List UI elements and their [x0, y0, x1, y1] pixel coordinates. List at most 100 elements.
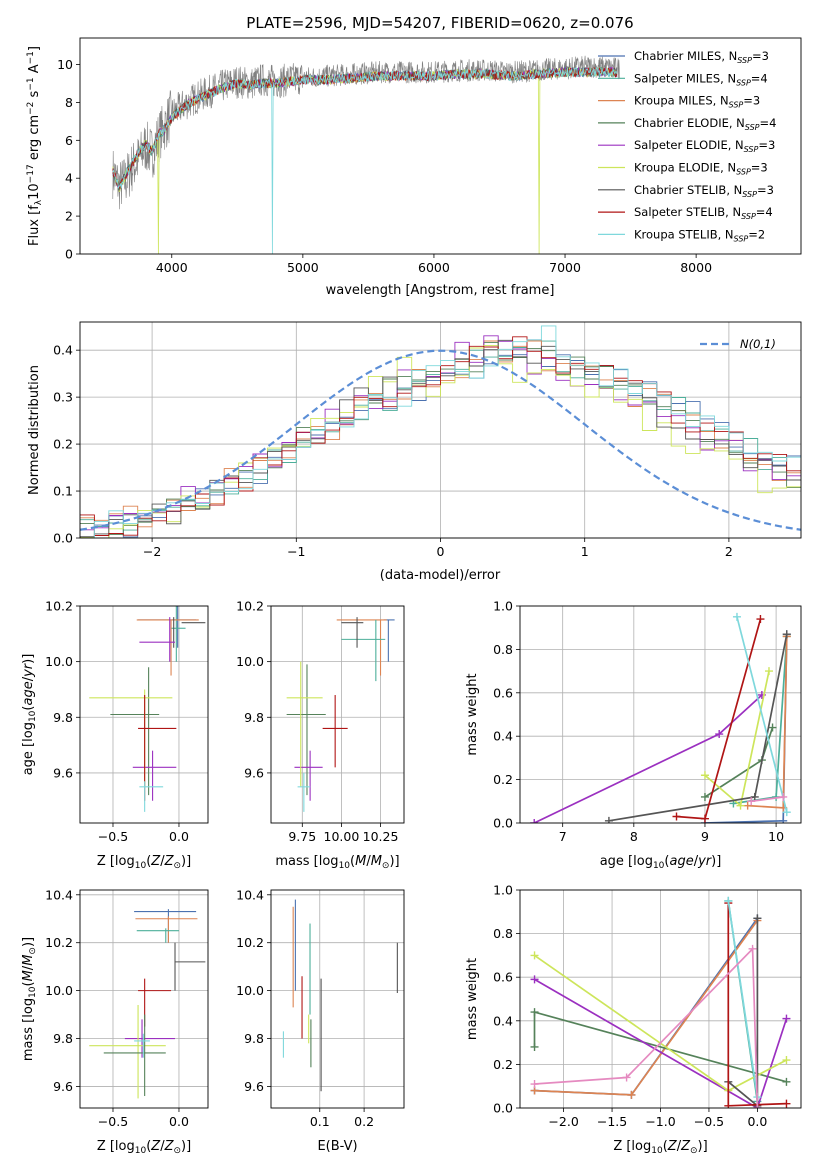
y-axis-label: Normed distribution: [27, 365, 42, 495]
weight-marker: [530, 951, 539, 960]
weight-marker: [530, 819, 539, 823]
model-spectrum: [112, 66, 618, 190]
weight-marker: [604, 816, 613, 823]
x-tick-label: 9: [701, 829, 709, 844]
x-axis-label: (data-model)/error: [380, 568, 501, 583]
y-tick-label: 9.8: [244, 1031, 264, 1046]
errorbar-point: [134, 909, 197, 943]
y-tick-label: 10.0: [45, 983, 73, 998]
errorbar-point: [103, 1014, 166, 1097]
model-spectrum: [112, 66, 618, 254]
y-tick-label: 9.6: [244, 765, 264, 780]
plot-area-weight-vs-Z: [530, 896, 791, 1108]
plot-area-mass-vs-ebv: [282, 899, 398, 1092]
x-tick-label: 0: [437, 544, 445, 559]
legend-entry: Salpeter STELIB, NSSP=4: [634, 205, 773, 221]
y-axis-label: age [log10(age/yr)]: [21, 654, 38, 776]
x-tick-label: 10: [768, 829, 784, 844]
x-tick-label: 7: [559, 829, 567, 844]
weight-marker: [715, 730, 724, 739]
axes-frame: [79, 37, 802, 255]
errorbar-point: [89, 1004, 166, 1099]
y-tick-label: 0.3: [53, 390, 73, 405]
panel-age-vs-mass: 9.75 10.00 10.25 9.6 9.8 10.0 10.2 mass [log10(…: [236, 599, 405, 871]
x-axis-label: Z [log10(Z/Z⊙)]: [97, 854, 191, 871]
y-tick-label: 0.2: [53, 437, 73, 452]
weight-line: [534, 978, 788, 1108]
y-tick-label: 0.4: [493, 729, 513, 744]
legend: Chabrier MILES, NSSP=3 Salpeter MILES, NS…: [598, 49, 776, 243]
x-tick-label: −2: [143, 544, 161, 559]
legend-entry: Chabrier STELIB, NSSP=3: [634, 183, 774, 199]
weight-marker: [627, 1090, 636, 1099]
x-tick-label: 9.75: [288, 829, 316, 844]
panel-spectrum: 4000 5000 6000 7000 8000 0 2 4 6 8 10 wavelength [A…: [26, 37, 802, 298]
x-tick-label: 4000: [156, 260, 188, 275]
histogram-step: [80, 344, 801, 538]
x-tick-label: 10.00: [324, 829, 360, 844]
weight-marker: [700, 771, 709, 780]
y-tick-label: 10.2: [236, 935, 264, 950]
y-tick-label: 6: [65, 133, 73, 148]
weight-marker: [530, 1008, 539, 1017]
weight-marker: [779, 792, 788, 801]
axes-frame: [79, 605, 209, 824]
weight-marker: [700, 814, 709, 823]
x-axis-label: E(B-V): [317, 1139, 357, 1154]
panel-mass-vs-ebv: 0.1 0.2 9.6 9.8 10.0 10.2 10.4 E(B-V): [236, 887, 405, 1154]
y-tick-label: 0: [65, 247, 73, 262]
y-tick-label: 0.4: [493, 1013, 513, 1028]
model-spectrum: [112, 66, 618, 192]
panel-age-vs-Z: −0.5 0.0 9.6 9.8 10.0 10.2 Z [log10(Z/Z⊙)] age …: [21, 599, 209, 871]
y-tick-label: 1.0: [493, 599, 513, 614]
weight-marker: [724, 896, 733, 905]
y-tick-label: 0.2: [493, 1057, 513, 1072]
x-tick-label: 1: [581, 544, 589, 559]
y-tick-label: 0.8: [493, 926, 513, 941]
model-spectrum: [112, 66, 618, 192]
y-tick-label: 4: [65, 171, 73, 186]
weight-marker: [530, 975, 539, 984]
y-tick-label: 10.0: [236, 983, 264, 998]
x-tick-label: 5000: [287, 260, 319, 275]
x-tick-label: −1.5: [597, 1114, 627, 1129]
weight-marker: [782, 808, 791, 817]
x-tick-label: −0.5: [98, 1114, 128, 1129]
weight-marker: [782, 1099, 791, 1108]
errorbar-point: [138, 695, 177, 801]
legend-entry: Salpeter ELODIE, NSSP=3: [634, 138, 775, 154]
errorbar-point: [173, 617, 206, 648]
x-axis-label: Z [log10(Z/Z⊙)]: [613, 1139, 707, 1156]
weight-marker: [782, 630, 791, 639]
model-spectrum: [112, 66, 618, 191]
y-tick-label: 0.1: [53, 484, 73, 499]
x-tick-label: 0.2: [354, 1114, 374, 1129]
weight-line: [751, 796, 784, 803]
y-tick-label: 0.6: [493, 970, 513, 985]
x-tick-label: 8: [630, 829, 638, 844]
y-tick-label: 9.8: [244, 710, 264, 725]
y-tick-label: 10.2: [45, 935, 73, 950]
x-tick-label: 0.0: [169, 829, 189, 844]
errorbar-point: [139, 781, 164, 812]
weight-marker: [768, 723, 777, 732]
y-tick-label: 10: [57, 57, 73, 72]
weight-line: [534, 917, 759, 1096]
y-tick-label: 0.6: [493, 685, 513, 700]
y-tick-label: 8: [65, 95, 73, 110]
x-tick-label: −0.5: [694, 1114, 724, 1129]
gaussian-reference: [80, 349, 801, 531]
y-tick-label: 9.8: [53, 710, 73, 725]
weight-marker: [756, 615, 765, 624]
y-tick-label: 10.4: [45, 887, 73, 902]
histogram-step: [80, 336, 801, 536]
model-spectrum: [112, 66, 618, 188]
errorbar-point: [136, 619, 199, 676]
y-tick-label: 10.0: [236, 654, 264, 669]
weight-line: [534, 946, 759, 1108]
legend-entry: Chabrier MILES, NSSP=3: [634, 49, 769, 65]
weight-marker: [732, 612, 741, 621]
errorbar-point: [139, 617, 176, 662]
errorbar-point: [138, 978, 172, 1027]
